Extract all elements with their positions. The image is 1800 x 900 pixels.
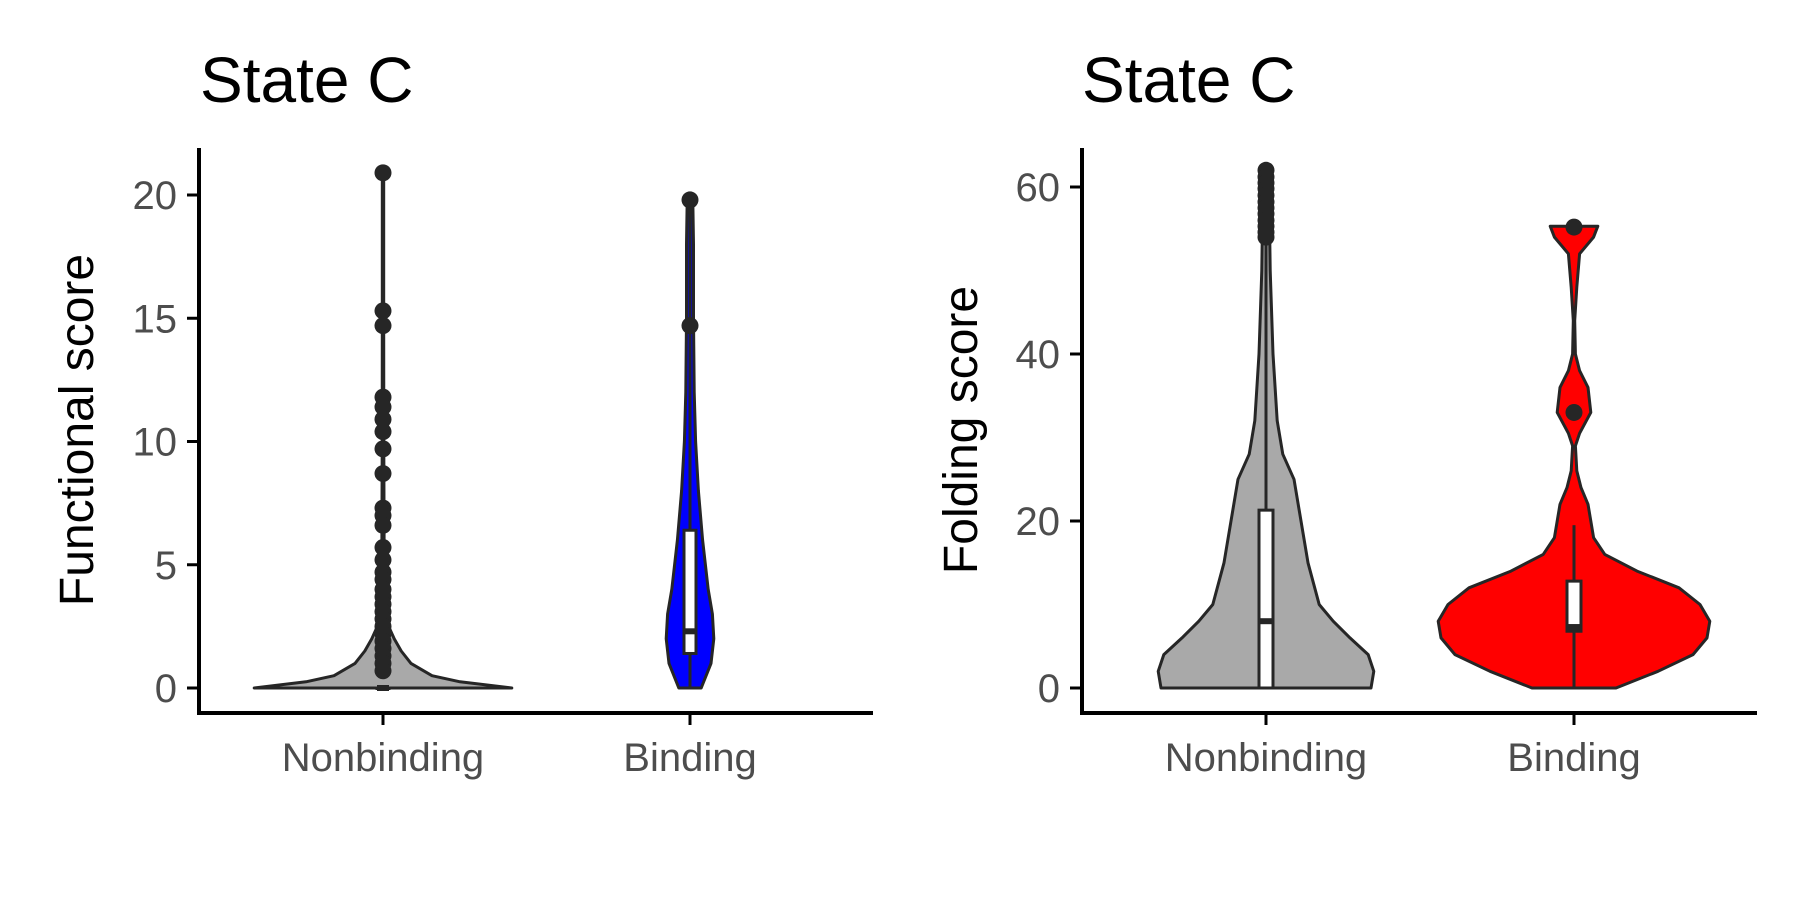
box	[682, 528, 698, 655]
axes: Nonbinding Binding 0 20 40 60	[1016, 148, 1757, 780]
outlier-point	[374, 516, 392, 534]
functional-score-panel: State C Functional score Nonbinding Bindi…	[51, 44, 873, 780]
outlier-point	[681, 317, 699, 335]
outlier-point	[374, 440, 392, 458]
violin-layer	[1156, 161, 1712, 690]
outlier-point	[374, 410, 392, 428]
outlier-point	[374, 302, 392, 320]
box	[1565, 579, 1583, 633]
y-axis-title: Folding score	[935, 286, 988, 574]
violin-group-nonbinding	[1156, 161, 1376, 690]
x-tick-label: Nonbinding	[282, 736, 484, 780]
violin-group-binding	[664, 191, 716, 690]
y-axis-title: Functional score	[51, 254, 104, 606]
y-tick-label: 20	[1016, 500, 1061, 544]
x-tick-label: Nonbinding	[1165, 736, 1367, 780]
outlier-point	[374, 538, 392, 556]
outlier-point	[681, 191, 699, 209]
violin-layer	[252, 164, 716, 691]
box	[1257, 508, 1275, 690]
x-tick-label: Binding	[1507, 736, 1640, 780]
outlier-point	[374, 317, 392, 335]
y-tick-label: 0	[1038, 667, 1060, 711]
outlier-point	[374, 423, 392, 441]
folding-score-panel: State C Folding score Nonbinding Binding 0…	[935, 44, 1757, 780]
violin-group-nonbinding	[252, 164, 514, 691]
y-tick-label: 20	[133, 174, 178, 218]
outlier-point	[1257, 228, 1275, 246]
y-tick-label: 60	[1016, 166, 1061, 210]
outlier-point	[1565, 218, 1583, 236]
outlier-point	[1565, 403, 1583, 421]
y-tick-label: 40	[1016, 333, 1061, 377]
y-tick-label: 15	[133, 297, 178, 341]
outlier-point	[374, 164, 392, 182]
y-tick-label: 10	[133, 421, 178, 465]
axes: Nonbinding Binding 0 5 10 15 20	[133, 148, 873, 780]
panel-title: State C	[1082, 44, 1295, 116]
outlier-point	[374, 551, 392, 569]
outlier-point	[374, 465, 392, 483]
outlier-point	[374, 398, 392, 416]
outlier-point	[374, 662, 392, 680]
x-tick-label: Binding	[623, 736, 756, 780]
violin-shape	[1436, 224, 1712, 690]
violin-group-binding	[1436, 218, 1712, 690]
y-tick-label: 5	[155, 544, 177, 588]
panel-title: State C	[200, 44, 413, 116]
y-tick-label: 0	[155, 667, 177, 711]
